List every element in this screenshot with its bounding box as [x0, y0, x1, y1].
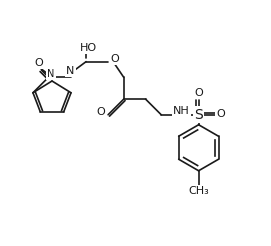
- Text: O: O: [34, 58, 43, 68]
- Text: O: O: [216, 109, 225, 119]
- Text: S: S: [194, 108, 203, 122]
- Text: O: O: [111, 54, 120, 64]
- Text: HO: HO: [79, 43, 97, 53]
- Text: O: O: [194, 88, 203, 98]
- Text: CH₃: CH₃: [188, 186, 209, 196]
- Text: N: N: [47, 69, 55, 79]
- Text: NH: NH: [173, 106, 190, 116]
- Text: O: O: [97, 107, 105, 117]
- Text: N: N: [66, 66, 75, 76]
